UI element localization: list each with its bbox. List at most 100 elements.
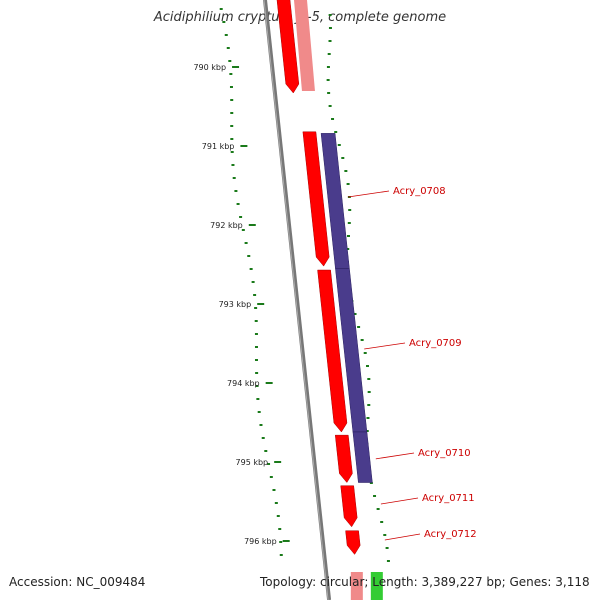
- gc-dot-right: [334, 131, 338, 133]
- backbone-highlight: [263, 0, 329, 600]
- gc-dot-left: [230, 151, 234, 153]
- cds-track: [276, 0, 383, 600]
- gc-dot-left: [222, 21, 226, 23]
- gc-dot-right: [367, 378, 371, 380]
- gc-dot-left: [241, 229, 245, 231]
- cds-feature: [345, 530, 361, 555]
- gc-dot-left: [261, 437, 265, 439]
- gene-label-leader: [375, 452, 415, 460]
- gc-dot-left: [226, 47, 230, 49]
- gc-dot-left: [259, 424, 263, 426]
- gc-dot-right: [344, 170, 348, 172]
- cds-feature: [334, 434, 353, 483]
- gc-dot-right: [367, 391, 371, 393]
- scale-tick-label: 790 kbp: [193, 63, 226, 72]
- gc-dot-left: [229, 86, 233, 88]
- gc-dot-left: [244, 242, 248, 244]
- gc-dot-right: [328, 14, 332, 16]
- gene-label: Acry_0711: [422, 493, 475, 504]
- gc-dot-right: [360, 339, 364, 341]
- scale-tick-label: 796 kbp: [244, 537, 277, 546]
- gc-dot-right: [369, 482, 373, 484]
- gc-dot-left: [256, 398, 260, 400]
- gc-dot-right: [376, 508, 380, 510]
- gc-dot-left: [230, 138, 234, 140]
- gc-dot-left: [269, 476, 273, 478]
- gene-label-leader: [380, 497, 419, 505]
- gc-dot-left: [228, 60, 232, 62]
- gc-dot-right: [328, 27, 332, 29]
- gc-dot-left: [239, 216, 243, 218]
- gene-labels: Acry_0708 Acry_0709 Acry_0710 Acry_0711 Acry…: [347, 186, 477, 541]
- gene-label: Acry_0708: [393, 186, 446, 197]
- gene-label-leader: [384, 533, 421, 541]
- cds-feature-faded: [293, 0, 315, 91]
- gc-dot-left: [230, 125, 234, 127]
- green-feature: [370, 572, 383, 600]
- gc-dot-left: [255, 385, 259, 387]
- gc-dot-left: [230, 99, 234, 101]
- gc-dot-right: [357, 326, 361, 328]
- gc-dot-left: [232, 177, 236, 179]
- gc-dot-right: [326, 79, 330, 81]
- gene-label: Acry_0712: [424, 529, 477, 540]
- gc-dot-left: [224, 34, 228, 36]
- gc-dot-left: [230, 112, 234, 114]
- gc-dot-right: [383, 534, 387, 536]
- gc-dot-left: [253, 294, 257, 296]
- gc-dot-left: [219, 8, 223, 10]
- gc-dot-left: [279, 554, 283, 556]
- genome-backbone: [263, 0, 332, 600]
- cds-feature-faded: [350, 572, 363, 600]
- gc-dot-right: [326, 66, 330, 68]
- gc-dot-right: [380, 521, 384, 523]
- gc-dot-left: [251, 281, 255, 283]
- gc-dot-left: [255, 372, 259, 374]
- gc-dot-left: [254, 333, 258, 335]
- gc-dot-right: [327, 53, 331, 55]
- gc-dot-right: [346, 235, 350, 237]
- gene-label-leader: [364, 342, 406, 350]
- backbone-line: [263, 0, 332, 600]
- scale-tick-label: 792 kbp: [210, 221, 243, 230]
- gc-dot-right: [348, 209, 352, 211]
- scale-track: 790 kbp 791 kbp 792 kbp 793 kbp 794 kbp 795 k…: [193, 63, 290, 546]
- gc-dot-right: [365, 365, 369, 367]
- scale-tick-label: 795 kbp: [236, 458, 269, 467]
- gc-content-track: [219, 8, 390, 562]
- gc-dot-right: [363, 352, 367, 354]
- gc-dot-left: [279, 541, 283, 543]
- accession-text: Accession: NC_009484: [9, 575, 146, 589]
- gene-label: Acry_0709: [409, 338, 462, 349]
- gc-dot-right: [346, 248, 350, 250]
- gc-dot-left: [274, 502, 278, 504]
- gc-dot-right: [353, 313, 357, 315]
- gc-dot-left: [264, 450, 268, 452]
- scale-tick-label: 793 kbp: [219, 300, 252, 309]
- cds-feature: [317, 269, 348, 433]
- cds-feature: [276, 0, 300, 94]
- gene-label-leader: [347, 190, 390, 198]
- gene-label: Acry_0710: [418, 448, 471, 459]
- gc-dot-left: [229, 73, 233, 75]
- blast-hit: [352, 431, 373, 483]
- scale-tick-label: 791 kbp: [202, 142, 235, 151]
- gc-dot-right: [365, 430, 369, 432]
- gc-dot-left: [249, 268, 253, 270]
- genome-summary-text: Topology: circular; Length: 3,389,227 bp…: [260, 575, 590, 589]
- gc-dot-left: [257, 411, 261, 413]
- gc-dot-right: [366, 417, 370, 419]
- gc-dot-right: [385, 547, 389, 549]
- gc-dot-left: [254, 346, 258, 348]
- gc-dot-right: [386, 560, 390, 562]
- cds-feature: [302, 131, 330, 267]
- gc-dot-right: [328, 105, 332, 107]
- gc-dot-left: [254, 359, 258, 361]
- gc-dot-right: [337, 144, 341, 146]
- gc-dot-right: [341, 157, 345, 159]
- gc-dot-left: [276, 515, 280, 517]
- gc-dot-right: [328, 40, 332, 42]
- gc-dot-left: [236, 203, 240, 205]
- gc-dot-right: [367, 404, 371, 406]
- gc-dot-left: [234, 190, 238, 192]
